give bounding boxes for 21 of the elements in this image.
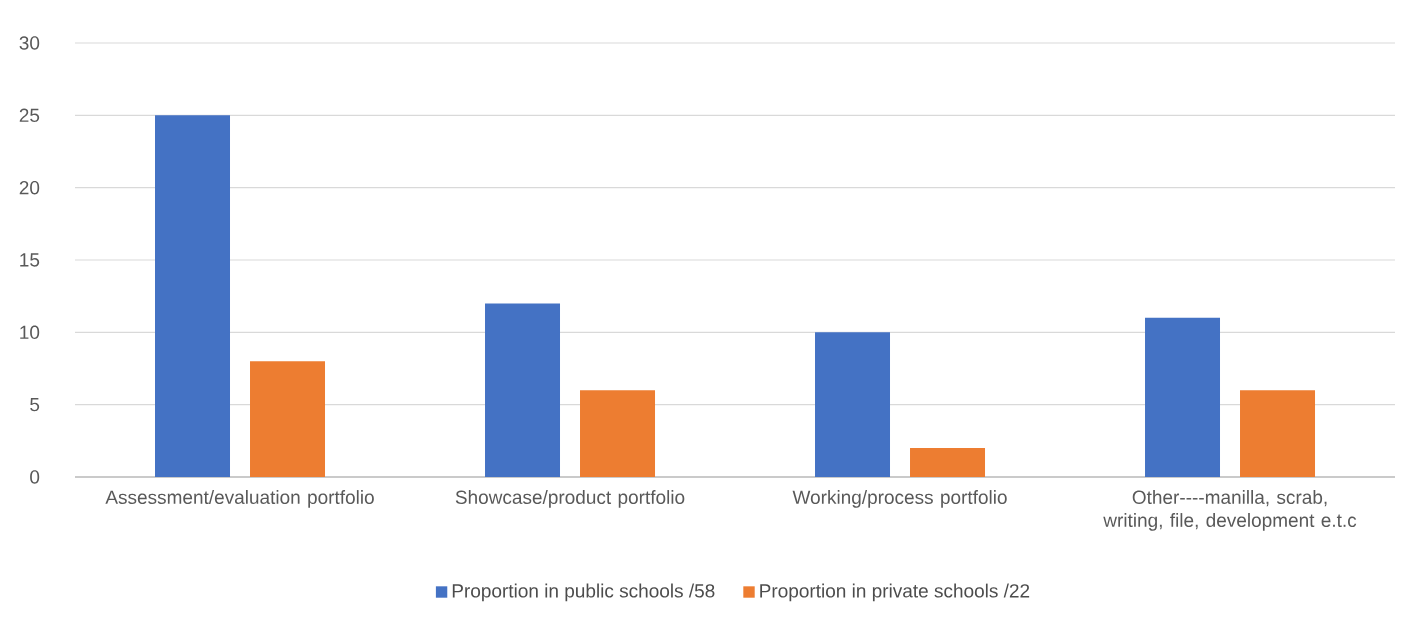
y-tick-label: 10	[20, 325, 40, 340]
bar	[580, 390, 656, 477]
y-tick-label: 0	[30, 470, 40, 484]
x-tick-label: Other----manilla, scrab, writing, file, development e.t.c	[1103, 490, 1357, 531]
y-tick-label: 25	[19, 108, 40, 123]
bar	[1240, 390, 1316, 477]
bar	[485, 303, 561, 477]
bar	[815, 332, 891, 477]
y-tick-label: 20	[19, 180, 40, 195]
legend-label: Proportion in private schools /22	[760, 583, 1030, 602]
bar	[1145, 317, 1221, 477]
bar	[910, 448, 986, 477]
x-tick-label: Assessment/evaluation portfolio	[105, 490, 374, 508]
y-tick-label: 5	[30, 398, 40, 412]
y-tick-label: 30	[19, 36, 40, 50]
x-tick-label: Showcase/product portfolio	[455, 490, 685, 508]
y-tick-label: 15	[20, 253, 40, 267]
legend-label: Proportion in public schools /58	[452, 583, 715, 602]
bar	[155, 115, 230, 477]
bar	[250, 361, 326, 477]
x-tick-label: Working/process portfolio	[792, 490, 1007, 508]
